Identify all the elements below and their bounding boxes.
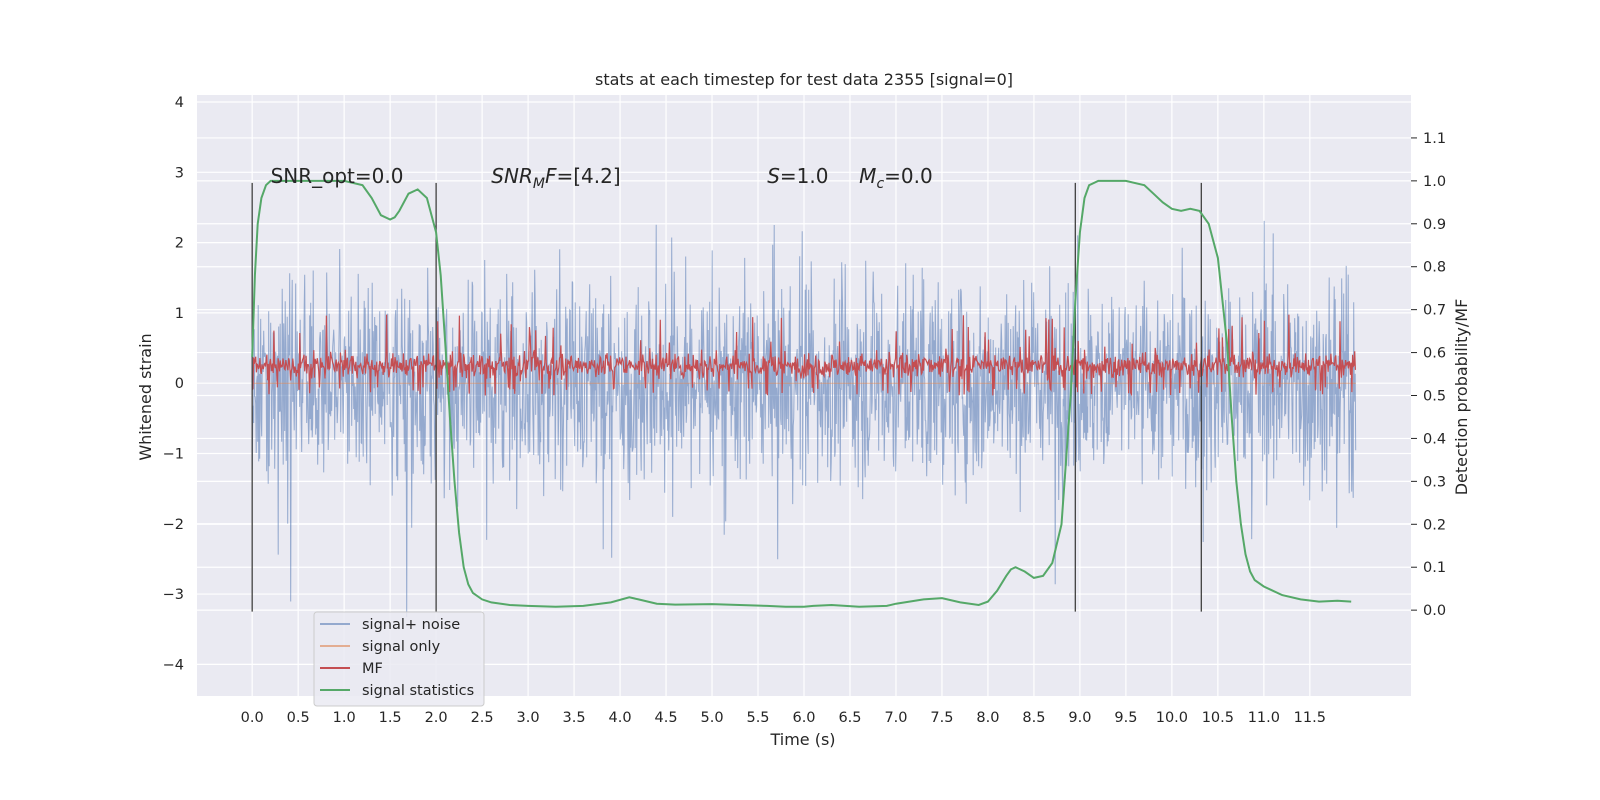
y-right-tick-label: 0.0 <box>1423 603 1446 619</box>
annotation-subscript: M <box>533 176 545 192</box>
x-tick-label: 11.0 <box>1248 710 1280 726</box>
x-tick-label: 5.0 <box>700 710 723 726</box>
y-right-tick-label: 0.8 <box>1423 260 1446 276</box>
annotation-f: F <box>545 164 557 188</box>
annotation-value: F=[4.2] <box>545 164 621 188</box>
x-tick-label: 6.5 <box>838 710 861 726</box>
legend-label: signal only <box>362 639 441 655</box>
legend-box <box>313 611 485 707</box>
y-axis-label: Whitened strain <box>136 333 155 460</box>
chart-title: stats at each timestep for test data 235… <box>595 70 1013 89</box>
y-tick-label: −2 <box>163 517 184 533</box>
x-tick-label: 8.0 <box>976 710 999 726</box>
annotation-1: SNR_opt=0.0 <box>271 164 404 188</box>
vertical-markers <box>251 182 1202 612</box>
legend-label: signal+ noise <box>362 617 460 633</box>
x-tick-label: 11.5 <box>1294 710 1326 726</box>
x-tick-label: 3.5 <box>563 710 586 726</box>
y-right-tick-label: 0.7 <box>1423 303 1446 319</box>
annotation-2: SNRMF=[4.2] <box>491 164 620 192</box>
y-tick-labels: −4 −3 −2 −1 0 1 2 3 4 <box>163 95 184 673</box>
x-tick-label: 2.0 <box>425 710 448 726</box>
annotation-3: S=1.0 <box>767 164 828 188</box>
y-tick-label: 3 <box>175 165 184 181</box>
y-right-tick-label: 0.4 <box>1423 431 1446 447</box>
x-tick-label: 5.5 <box>746 710 769 726</box>
y-right-tick-label: 0.6 <box>1423 346 1446 362</box>
x-tick-label: 10.5 <box>1202 710 1234 726</box>
y-tick-label: −3 <box>163 587 184 603</box>
y-tick-label: 0 <box>175 376 184 392</box>
y-tick-label: 4 <box>175 95 184 111</box>
legend-label: MF <box>362 661 383 677</box>
y-tick-label: 1 <box>175 306 184 322</box>
y-right-tick-label: 1.1 <box>1423 131 1446 147</box>
y-right-tick-label: 0.9 <box>1423 217 1446 233</box>
signal-statistics-line <box>251 179 1352 608</box>
x-tick-label: 9.0 <box>1068 710 1091 726</box>
annotation-base: SNR <box>491 164 533 188</box>
x-tick-label: 7.0 <box>884 710 907 726</box>
annotation-value: =1.0 <box>780 164 829 188</box>
x-tick-label: 1.0 <box>333 710 356 726</box>
y-tick-label: −4 <box>163 657 184 673</box>
x-tick-label: 1.5 <box>379 710 402 726</box>
x-axis-label: Time (s) <box>769 730 835 749</box>
y-tick-label: −1 <box>163 446 184 462</box>
y-right-tick-label: 0.2 <box>1423 517 1446 533</box>
x-tick-label: 0.5 <box>287 710 310 726</box>
y-right-tick-labels: 0.0 0.1 0.2 0.3 0.4 0.5 0.6 0.7 0.8 0.9 1.0 1.1 <box>1411 131 1446 619</box>
annotation-rest: =[4.2] <box>556 164 620 188</box>
x-tick-label: 4.0 <box>609 710 632 726</box>
x-tick-label: 6.0 <box>792 710 815 726</box>
y-right-tick-label: 0.3 <box>1423 474 1446 490</box>
legend: signal+ noise signal only MF signal statist… <box>313 611 485 707</box>
x-tick-labels: 0.0 0.5 1.0 1.5 2.0 2.5 3.0 3.5 4.0 4.5 5.0 5.5 6.0 6… <box>241 710 1326 726</box>
x-tick-label: 9.5 <box>1114 710 1137 726</box>
x-tick-label: 7.5 <box>930 710 953 726</box>
x-tick-label: 8.5 <box>1022 710 1045 726</box>
annotation-base: S <box>767 164 780 188</box>
x-tick-label: 3.0 <box>517 710 540 726</box>
y-right-tick-label: 1.0 <box>1423 174 1446 190</box>
y-right-tick-label: 0.5 <box>1423 389 1446 405</box>
series-signal-statistics <box>251 179 1352 608</box>
x-tick-label: 4.5 <box>655 710 678 726</box>
annotation-value: =0.0 <box>884 164 933 188</box>
annotation-4: Mc=0.0 <box>859 164 933 192</box>
y-right-axis-label: Detection probability/MF <box>1452 299 1471 496</box>
legend-label: signal statistics <box>362 683 474 699</box>
annotations: SNR_opt=0.0 SNRMF=[4.2] S=1.0 Mc=0.0 <box>271 164 933 192</box>
y-right-tick-label: 0.1 <box>1423 560 1446 576</box>
x-tick-label: 0.0 <box>241 710 264 726</box>
x-tick-label: 2.5 <box>471 710 494 726</box>
annotation-base: M <box>859 164 876 188</box>
x-tick-label: 10.0 <box>1156 710 1188 726</box>
annotation-subscript: c <box>876 176 884 192</box>
y-tick-label: 2 <box>175 236 184 252</box>
